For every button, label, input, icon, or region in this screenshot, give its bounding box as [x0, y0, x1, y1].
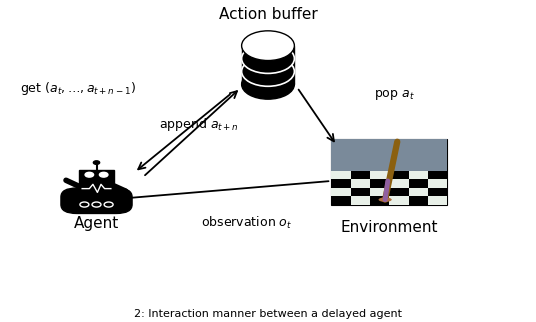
Bar — [331, 196, 351, 205]
Circle shape — [85, 172, 94, 177]
Bar — [389, 188, 409, 196]
Circle shape — [80, 202, 89, 207]
Bar — [331, 139, 448, 171]
Bar — [331, 171, 351, 179]
Bar — [389, 171, 409, 179]
Text: Agent: Agent — [74, 216, 119, 232]
Bar — [370, 179, 389, 188]
Bar — [409, 188, 428, 196]
Ellipse shape — [242, 70, 294, 99]
Bar — [351, 179, 370, 188]
Circle shape — [92, 202, 101, 207]
Bar — [351, 188, 370, 196]
Ellipse shape — [242, 31, 294, 61]
Bar — [428, 179, 448, 188]
FancyBboxPatch shape — [79, 170, 114, 184]
Circle shape — [104, 202, 113, 207]
Bar — [370, 188, 389, 196]
Bar — [389, 179, 409, 188]
Bar — [351, 196, 370, 205]
Bar — [331, 188, 351, 196]
Bar — [351, 171, 370, 179]
FancyBboxPatch shape — [61, 188, 132, 213]
Bar — [428, 196, 448, 205]
Text: append $a_{t+n}$: append $a_{t+n}$ — [160, 116, 239, 133]
Circle shape — [93, 161, 100, 164]
Ellipse shape — [378, 197, 392, 202]
Ellipse shape — [242, 57, 294, 86]
Text: get $(a_t,\ldots,a_{t+n-1})$: get $(a_t,\ldots,a_{t+n-1})$ — [20, 80, 136, 97]
Ellipse shape — [242, 44, 294, 73]
FancyBboxPatch shape — [79, 184, 115, 197]
Bar — [428, 188, 448, 196]
Circle shape — [99, 172, 108, 177]
Bar — [331, 179, 351, 188]
Bar — [409, 179, 428, 188]
Text: 2: Interaction manner between a delayed agent: 2: Interaction manner between a delayed … — [134, 309, 402, 319]
Bar — [331, 139, 448, 205]
Bar — [370, 171, 389, 179]
Bar — [409, 196, 428, 205]
Text: pop $a_t$: pop $a_t$ — [374, 88, 414, 102]
Bar — [370, 196, 389, 205]
Bar — [428, 171, 448, 179]
Polygon shape — [242, 46, 294, 84]
Bar — [409, 171, 428, 179]
Bar — [389, 196, 409, 205]
Text: Environment: Environment — [340, 220, 438, 235]
Text: Action buffer: Action buffer — [219, 7, 317, 22]
Text: observation $o_t$: observation $o_t$ — [202, 215, 293, 231]
